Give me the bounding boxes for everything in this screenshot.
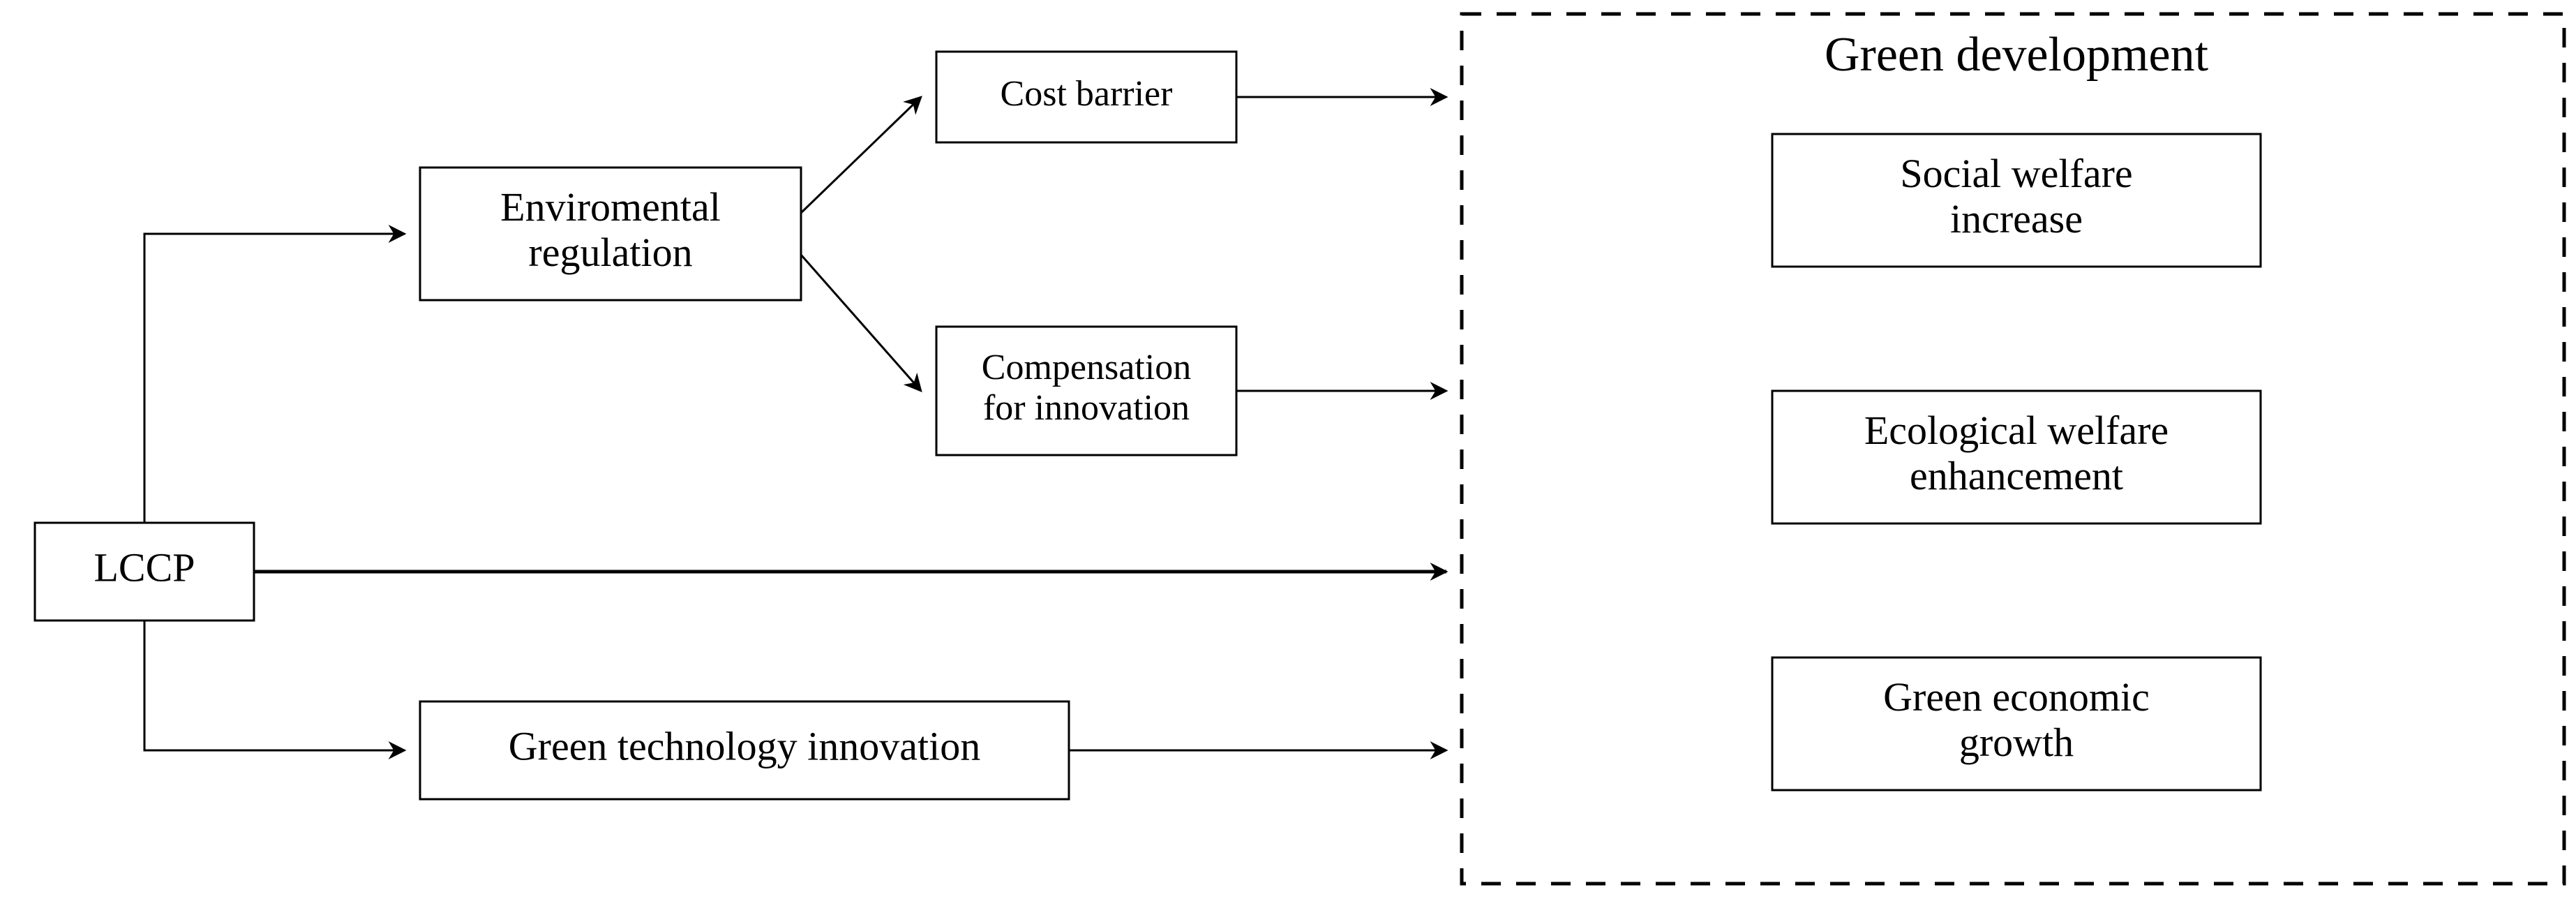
node-compensation-label-0: Compensation <box>982 348 1191 387</box>
node-cost_barrier-label-0: Cost barrier <box>1001 74 1173 114</box>
node-social_welfare-label-1: increase <box>1950 196 2083 242</box>
edge-3 <box>801 97 921 213</box>
node-lccp-label-0: LCCP <box>93 544 195 590</box>
node-green_growth-label-0: Green economic <box>1883 674 2150 720</box>
node-green_dev_title-label-0: Green development <box>1825 28 2209 82</box>
node-green_tech-label-0: Green technology innovation <box>509 723 981 768</box>
node-env_reg: Enviromentalregulation <box>420 168 801 300</box>
node-green_growth: Green economicgrowth <box>1772 657 2261 790</box>
edge-0 <box>144 234 405 523</box>
node-green_tech: Green technology innovation <box>420 701 1069 799</box>
node-lccp: LCCP <box>35 523 254 621</box>
node-compensation-label-1: for innovation <box>983 388 1190 428</box>
node-eco_welfare-label-1: enhancement <box>1910 453 2123 498</box>
node-green_dev_title: Green development <box>1825 28 2209 82</box>
node-eco_welfare-label-0: Ecological welfare <box>1864 408 2169 453</box>
node-env_reg-label-0: Enviromental <box>500 184 721 230</box>
node-env_reg-label-1: regulation <box>528 230 692 275</box>
node-social_welfare: Social welfareincrease <box>1772 134 2261 267</box>
node-eco_welfare: Ecological welfareenhancement <box>1772 391 2261 523</box>
edge-1 <box>144 621 405 750</box>
node-green_growth-label-1: growth <box>1959 720 2074 765</box>
node-cost_barrier: Cost barrier <box>936 52 1236 142</box>
edge-4 <box>801 255 921 391</box>
node-compensation: Compensationfor innovation <box>936 327 1236 455</box>
node-social_welfare-label-0: Social welfare <box>1900 151 2132 196</box>
